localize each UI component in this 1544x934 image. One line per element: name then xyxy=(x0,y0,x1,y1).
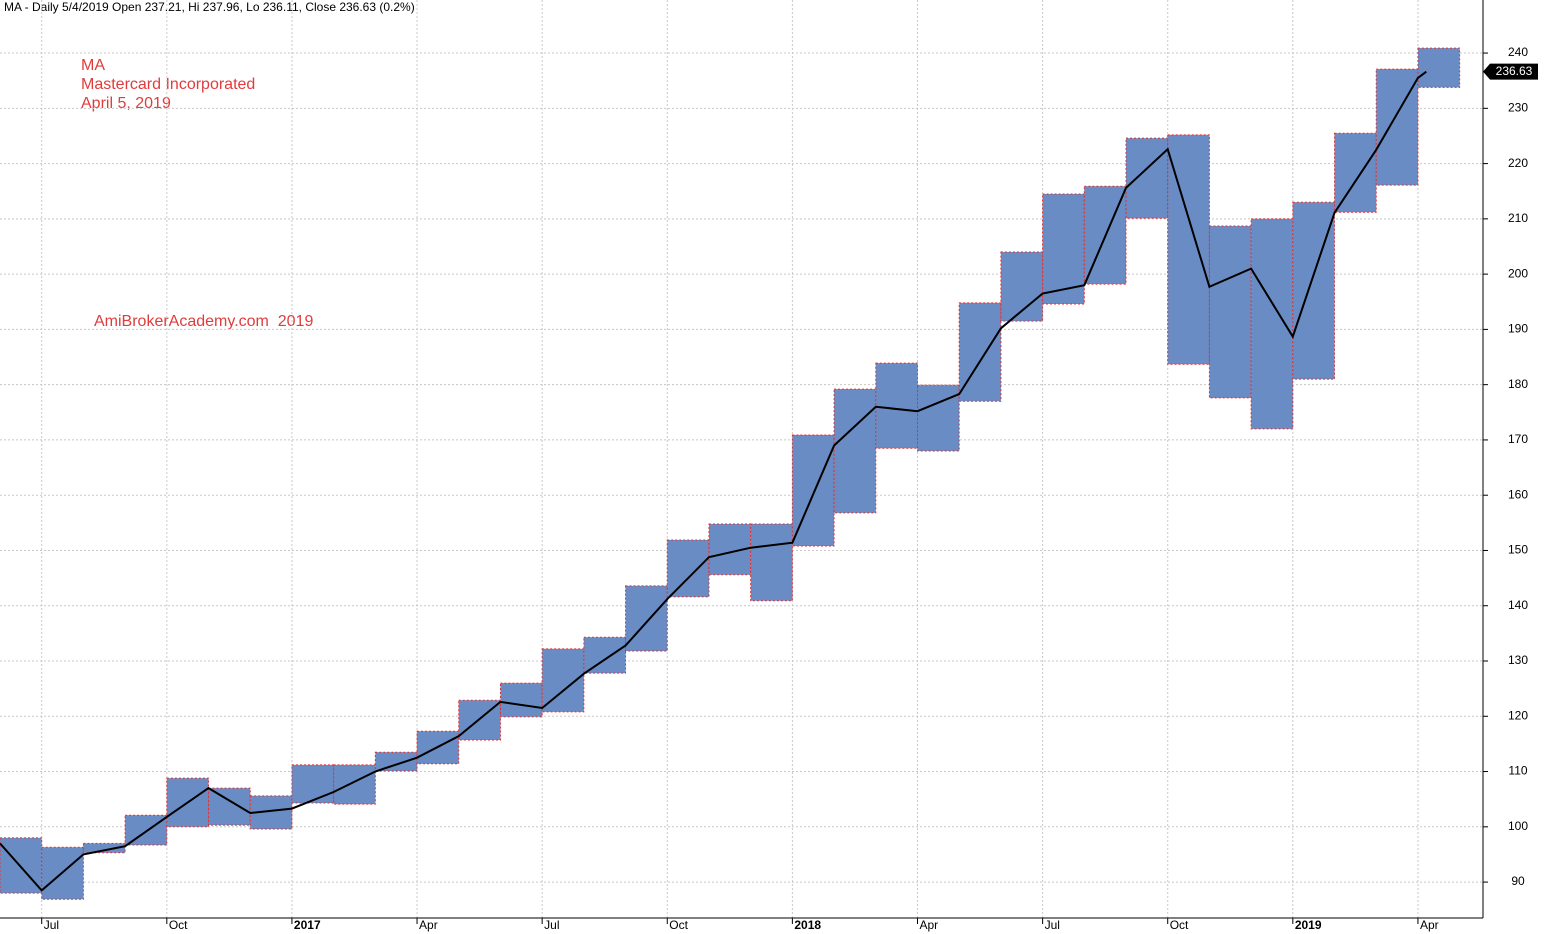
month-range-box xyxy=(833,388,877,514)
x-tick-label: 2019 xyxy=(1295,918,1322,932)
month-range-box xyxy=(1000,251,1044,322)
x-tick-label: 2017 xyxy=(294,918,321,932)
x-tick-label: Jul xyxy=(544,918,559,932)
month-range-box xyxy=(1417,47,1461,88)
y-tick-label: 200 xyxy=(1508,266,1528,280)
month-range-box xyxy=(1250,218,1294,430)
x-tick-label: Apr xyxy=(1420,918,1439,932)
x-tick-label: Apr xyxy=(419,918,438,932)
month-range-box xyxy=(208,787,251,826)
y-tick-label: 180 xyxy=(1508,377,1528,391)
annotation: AmiBrokerAcademy.com 2019 xyxy=(94,313,313,330)
month-range-box xyxy=(1042,193,1085,305)
month-range-box xyxy=(1208,225,1252,399)
month-range-box xyxy=(1375,68,1419,186)
y-tick-label: 150 xyxy=(1508,543,1528,557)
last-value-label: 236.63 xyxy=(1496,64,1533,78)
x-tick-label: Oct xyxy=(1170,918,1189,932)
y-tick-label: 230 xyxy=(1508,100,1528,114)
y-tick-label: 100 xyxy=(1508,819,1528,833)
month-range-box xyxy=(625,585,668,652)
month-range-box xyxy=(124,814,168,846)
y-tick-label: 110 xyxy=(1508,764,1527,778)
x-tick-label: Jul xyxy=(1045,918,1060,932)
x-tick-label: Oct xyxy=(169,918,188,932)
chart-title: MA - Daily 5/4/2019 Open 237.21, Hi 237.… xyxy=(4,0,415,14)
month-range-box xyxy=(583,636,627,674)
plot-area xyxy=(0,0,1483,918)
month-range-box xyxy=(291,764,335,804)
annotation: Mastercard Incorporated xyxy=(81,76,255,93)
price-line xyxy=(0,70,1427,892)
x-tick-label: Jul xyxy=(44,918,59,932)
y-tick-label: 240 xyxy=(1508,45,1528,59)
month-range-box xyxy=(666,539,710,598)
month-range-box xyxy=(82,842,126,854)
month-range-box xyxy=(916,384,960,452)
y-tick-label: 90 xyxy=(1511,874,1525,888)
y-tick-label: 120 xyxy=(1508,708,1528,722)
y-tick-label: 210 xyxy=(1508,211,1528,225)
y-tick-label: 130 xyxy=(1508,653,1528,667)
x-tick-label: Oct xyxy=(669,918,688,932)
annotation: MA xyxy=(81,57,105,74)
last-value-marker xyxy=(1483,63,1538,80)
month-range-box xyxy=(750,523,793,602)
month-range-box xyxy=(374,751,418,772)
x-tick-label: Apr xyxy=(919,918,938,932)
y-tick-label: 140 xyxy=(1508,598,1528,612)
y-tick-label: 160 xyxy=(1508,487,1528,501)
x-tick-label: 2018 xyxy=(794,918,821,932)
month-range-box xyxy=(499,682,543,718)
y-tick-label: 220 xyxy=(1508,156,1528,170)
month-range-box xyxy=(1334,132,1377,213)
month-range-box xyxy=(1125,137,1169,219)
y-tick-label: 170 xyxy=(1508,432,1528,446)
annotation: April 5, 2019 xyxy=(81,95,171,112)
month-range-box xyxy=(875,362,918,449)
y-tick-label: 190 xyxy=(1508,322,1528,336)
month-range-box xyxy=(958,302,1002,402)
month-range-box xyxy=(333,764,376,805)
